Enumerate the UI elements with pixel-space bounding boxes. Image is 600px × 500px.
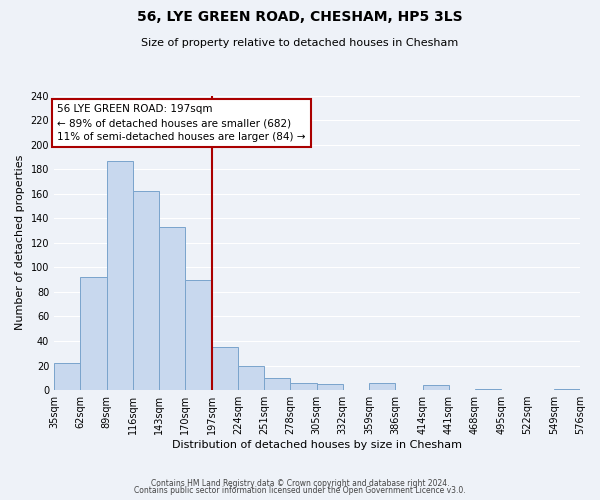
Bar xyxy=(54,363,80,390)
Bar xyxy=(133,191,159,390)
Bar xyxy=(369,382,395,390)
Bar xyxy=(107,160,133,390)
Bar xyxy=(554,389,580,390)
Bar xyxy=(317,384,343,390)
Bar xyxy=(422,385,449,390)
Bar xyxy=(185,280,212,390)
Text: Size of property relative to detached houses in Chesham: Size of property relative to detached ho… xyxy=(142,38,458,48)
Bar xyxy=(80,277,107,390)
Bar xyxy=(238,366,264,390)
Text: 56, LYE GREEN ROAD, CHESHAM, HP5 3LS: 56, LYE GREEN ROAD, CHESHAM, HP5 3LS xyxy=(137,10,463,24)
Bar xyxy=(264,378,290,390)
X-axis label: Distribution of detached houses by size in Chesham: Distribution of detached houses by size … xyxy=(172,440,462,450)
Bar xyxy=(290,382,317,390)
Text: Contains public sector information licensed under the Open Government Licence v3: Contains public sector information licen… xyxy=(134,486,466,495)
Bar xyxy=(475,389,501,390)
Text: Contains HM Land Registry data © Crown copyright and database right 2024.: Contains HM Land Registry data © Crown c… xyxy=(151,478,449,488)
Bar xyxy=(212,347,238,390)
Y-axis label: Number of detached properties: Number of detached properties xyxy=(15,155,25,330)
Bar xyxy=(159,227,185,390)
Text: 56 LYE GREEN ROAD: 197sqm
← 89% of detached houses are smaller (682)
11% of semi: 56 LYE GREEN ROAD: 197sqm ← 89% of detac… xyxy=(57,104,305,142)
